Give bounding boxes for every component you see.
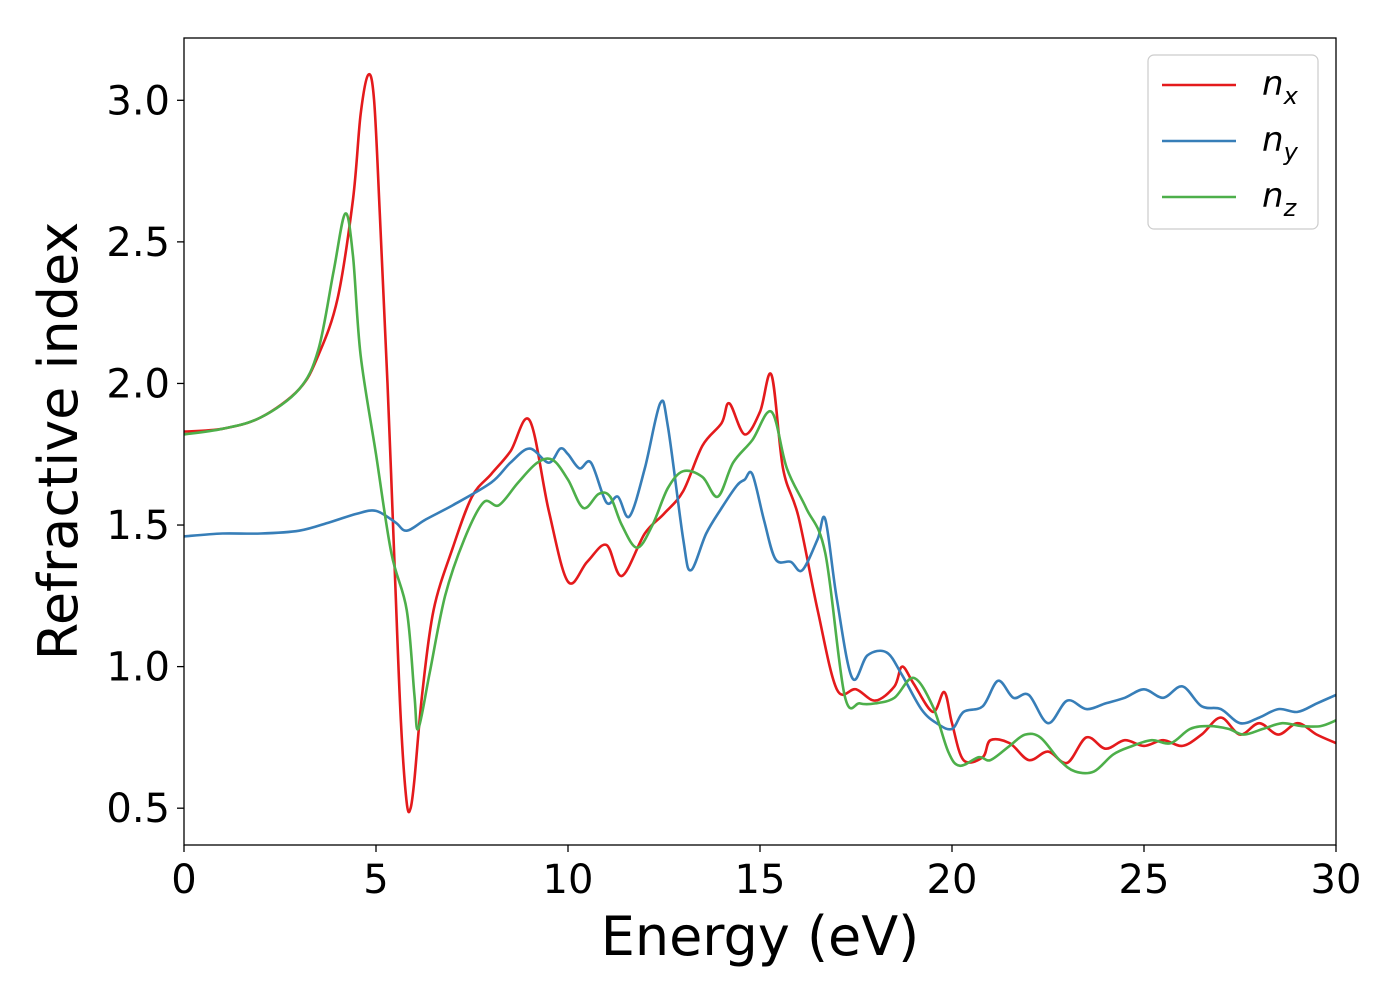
legend-label-subscript: x xyxy=(1283,82,1299,110)
y-tick-label: 0.5 xyxy=(106,786,170,832)
series-line-ny xyxy=(184,399,1336,731)
legend-label-ny: ny xyxy=(1262,120,1299,166)
x-tick-label: 10 xyxy=(543,857,594,903)
series-layer xyxy=(184,72,1336,814)
y-axis-title: Refractive index xyxy=(27,222,90,661)
x-tick-label: 0 xyxy=(171,857,196,903)
x-tick-label: 30 xyxy=(1311,857,1362,903)
legend-label-subscript: y xyxy=(1283,138,1299,166)
x-tick-label: 5 xyxy=(363,857,388,903)
y-tick-label: 2.5 xyxy=(106,220,170,266)
x-tick-label: 15 xyxy=(735,857,786,903)
y-tick-label: 3.0 xyxy=(106,78,170,124)
x-tick-label: 25 xyxy=(1119,857,1170,903)
y-tick-label: 1.5 xyxy=(106,503,170,549)
y-axis-ticks: 0.5 1.0 1.5 2.0 2.5 3.0 xyxy=(106,78,184,832)
x-axis-title: Energy (eV) xyxy=(601,905,920,968)
series-line-nz xyxy=(184,212,1336,775)
x-tick-label: 20 xyxy=(927,857,978,903)
legend-label-base: n xyxy=(1262,64,1284,104)
x-axis-ticks: 0 5 10 15 20 25 30 xyxy=(171,845,1361,903)
legend-label-base: n xyxy=(1262,120,1284,160)
series-line-nx xyxy=(184,72,1336,814)
legend-label-nx: nx xyxy=(1262,64,1299,110)
y-tick-label: 1.0 xyxy=(106,645,170,691)
y-tick-label: 2.0 xyxy=(106,361,170,407)
legend-label-nz: nz xyxy=(1262,176,1298,222)
legend-label-base: n xyxy=(1262,176,1284,216)
legend-label-subscript: z xyxy=(1283,194,1298,222)
